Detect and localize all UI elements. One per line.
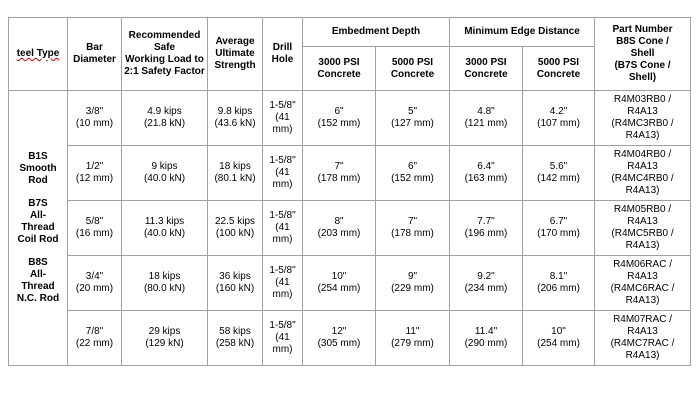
bar-diameter-cell: 1/2" (12 mm) bbox=[67, 145, 122, 201]
header-embed-3000-psi: 3000 PSI Concrete bbox=[302, 46, 376, 91]
embed-3000-cell: 8" (203 mm) bbox=[302, 200, 376, 256]
ultimate-strength-cell: 36 kips (160 kN) bbox=[207, 255, 263, 311]
bar-diameter-cell: 3/4" (20 mm) bbox=[67, 255, 122, 311]
table-row: 1/2" (12 mm) 9 kips (40.0 kN) 18 kips (8… bbox=[9, 145, 692, 201]
drill-hole-cell: 1-5/8" (41 mm) bbox=[262, 145, 303, 201]
edge-5000-cell: 10" (254 mm) bbox=[521, 310, 596, 366]
header-bar-diameter: Bar Diameter bbox=[67, 17, 122, 91]
bar-diameter-cell: 7/8" (22 mm) bbox=[67, 310, 122, 366]
part-number-cell: R4M04RB0 / R4A13 (R4MC4RB0 / R4A13) bbox=[594, 145, 692, 201]
embed-3000-cell: 6" (152 mm) bbox=[302, 90, 376, 146]
embed-5000-cell: 7" (178 mm) bbox=[375, 200, 450, 256]
table-row: 3/4" (20 mm) 18 kips (80.0 kN) 36 kips (… bbox=[9, 255, 692, 311]
header-recommended-load: Recommended Safe Working Load to 2:1 Saf… bbox=[121, 17, 208, 91]
embed-5000-cell: 6" (152 mm) bbox=[375, 145, 450, 201]
drill-hole-cell: 1-5/8" (41 mm) bbox=[262, 310, 303, 366]
ultimate-strength-cell: 58 kips (258 kN) bbox=[207, 310, 263, 366]
drill-hole-cell: 1-5/8" (41 mm) bbox=[262, 255, 303, 311]
steel-type-b1s: B1S Smooth Rod bbox=[19, 151, 57, 186]
steel-type-cell: B1S Smooth Rod B7S All- Thread Coil Rod … bbox=[8, 90, 68, 366]
embed-5000-cell: 11" (279 mm) bbox=[375, 310, 450, 366]
embed-3000-cell: 7" (178 mm) bbox=[302, 145, 376, 201]
header-part-number: Part Number B8S Cone / Shell (B7S Cone /… bbox=[594, 17, 692, 91]
header-minimum-edge-distance: Minimum Edge Distance bbox=[448, 17, 596, 47]
working-load-cell: 11.3 kips (40.0 kN) bbox=[121, 200, 208, 256]
drill-hole-cell: 1-5/8" (41 mm) bbox=[262, 200, 303, 256]
edge-3000-cell: 7.7" (196 mm) bbox=[449, 200, 523, 256]
steel-type-b7s: B7S All- Thread Coil Rod bbox=[17, 198, 59, 245]
working-load-cell: 4.9 kips (21.8 kN) bbox=[121, 90, 208, 146]
header-embed-5000-psi: 5000 PSI Concrete bbox=[375, 46, 450, 91]
header-edge-5000-psi: 5000 PSI Concrete bbox=[521, 46, 596, 91]
edge-5000-cell: 4.2" (107 mm) bbox=[521, 90, 596, 146]
working-load-cell: 9 kips (40.0 kN) bbox=[121, 145, 208, 201]
embed-3000-cell: 10" (254 mm) bbox=[302, 255, 376, 311]
ultimate-strength-cell: 18 kips (80.1 kN) bbox=[207, 145, 263, 201]
edge-5000-cell: 6.7" (170 mm) bbox=[521, 200, 596, 256]
edge-3000-cell: 9.2" (234 mm) bbox=[449, 255, 523, 311]
edge-5000-cell: 8.1" (206 mm) bbox=[521, 255, 596, 311]
edge-3000-cell: 11.4" (290 mm) bbox=[449, 310, 523, 366]
table-row: 5/8" (16 mm) 11.3 kips (40.0 kN) 22.5 ki… bbox=[9, 200, 692, 256]
embed-5000-cell: 9" (229 mm) bbox=[375, 255, 450, 311]
table-row: 7/8" (22 mm) 29 kips (129 kN) 58 kips (2… bbox=[9, 310, 692, 366]
part-number-cell: R4M06RAC / R4A13 (R4MC6RAC / R4A13) bbox=[594, 255, 692, 311]
header-steel-type: teel Type bbox=[8, 17, 68, 91]
table-row: B1S Smooth Rod B7S All- Thread Coil Rod … bbox=[8, 90, 692, 366]
working-load-cell: 29 kips (129 kN) bbox=[121, 310, 208, 366]
edge-3000-cell: 4.8" (121 mm) bbox=[449, 90, 523, 146]
steel-type-b8s: B8S All- Thread N.C. Rod bbox=[16, 257, 60, 304]
embed-3000-cell: 12" (305 mm) bbox=[302, 310, 376, 366]
header-edge-3000-psi: 3000 PSI Concrete bbox=[449, 46, 523, 91]
embed-5000-cell: 5" (127 mm) bbox=[375, 90, 450, 146]
edge-3000-cell: 6.4" (163 mm) bbox=[449, 145, 523, 201]
header-drill-hole: Drill Hole bbox=[262, 17, 303, 91]
bar-diameter-cell: 3/8" (10 mm) bbox=[67, 90, 122, 146]
drill-hole-cell: 1-5/8" (41 mm) bbox=[262, 90, 303, 146]
bar-diameter-cell: 5/8" (16 mm) bbox=[67, 200, 122, 256]
edge-5000-cell: 5.6" (142 mm) bbox=[521, 145, 596, 201]
header-embedment-depth: Embedment Depth bbox=[302, 17, 450, 47]
header-average-strength: Average Ultimate Strength bbox=[207, 17, 263, 91]
part-number-cell: R4M03RB0 / R4A13 (R4MC3RB0 / R4A13) bbox=[594, 90, 692, 146]
part-number-cell: R4M05RB0 / R4A13 (R4MC5RB0 / R4A13) bbox=[594, 200, 692, 256]
part-number-cell: R4M07RAC / R4A13 (R4MC7RAC / R4A13) bbox=[594, 310, 692, 366]
anchor-spec-table: teel Type Bar Diameter Recommended Safe … bbox=[8, 17, 692, 366]
ultimate-strength-cell: 22.5 kips (100 kN) bbox=[207, 200, 263, 256]
ultimate-strength-cell: 9.8 kips (43.6 kN) bbox=[207, 90, 263, 146]
working-load-cell: 18 kips (80.0 kN) bbox=[121, 255, 208, 311]
